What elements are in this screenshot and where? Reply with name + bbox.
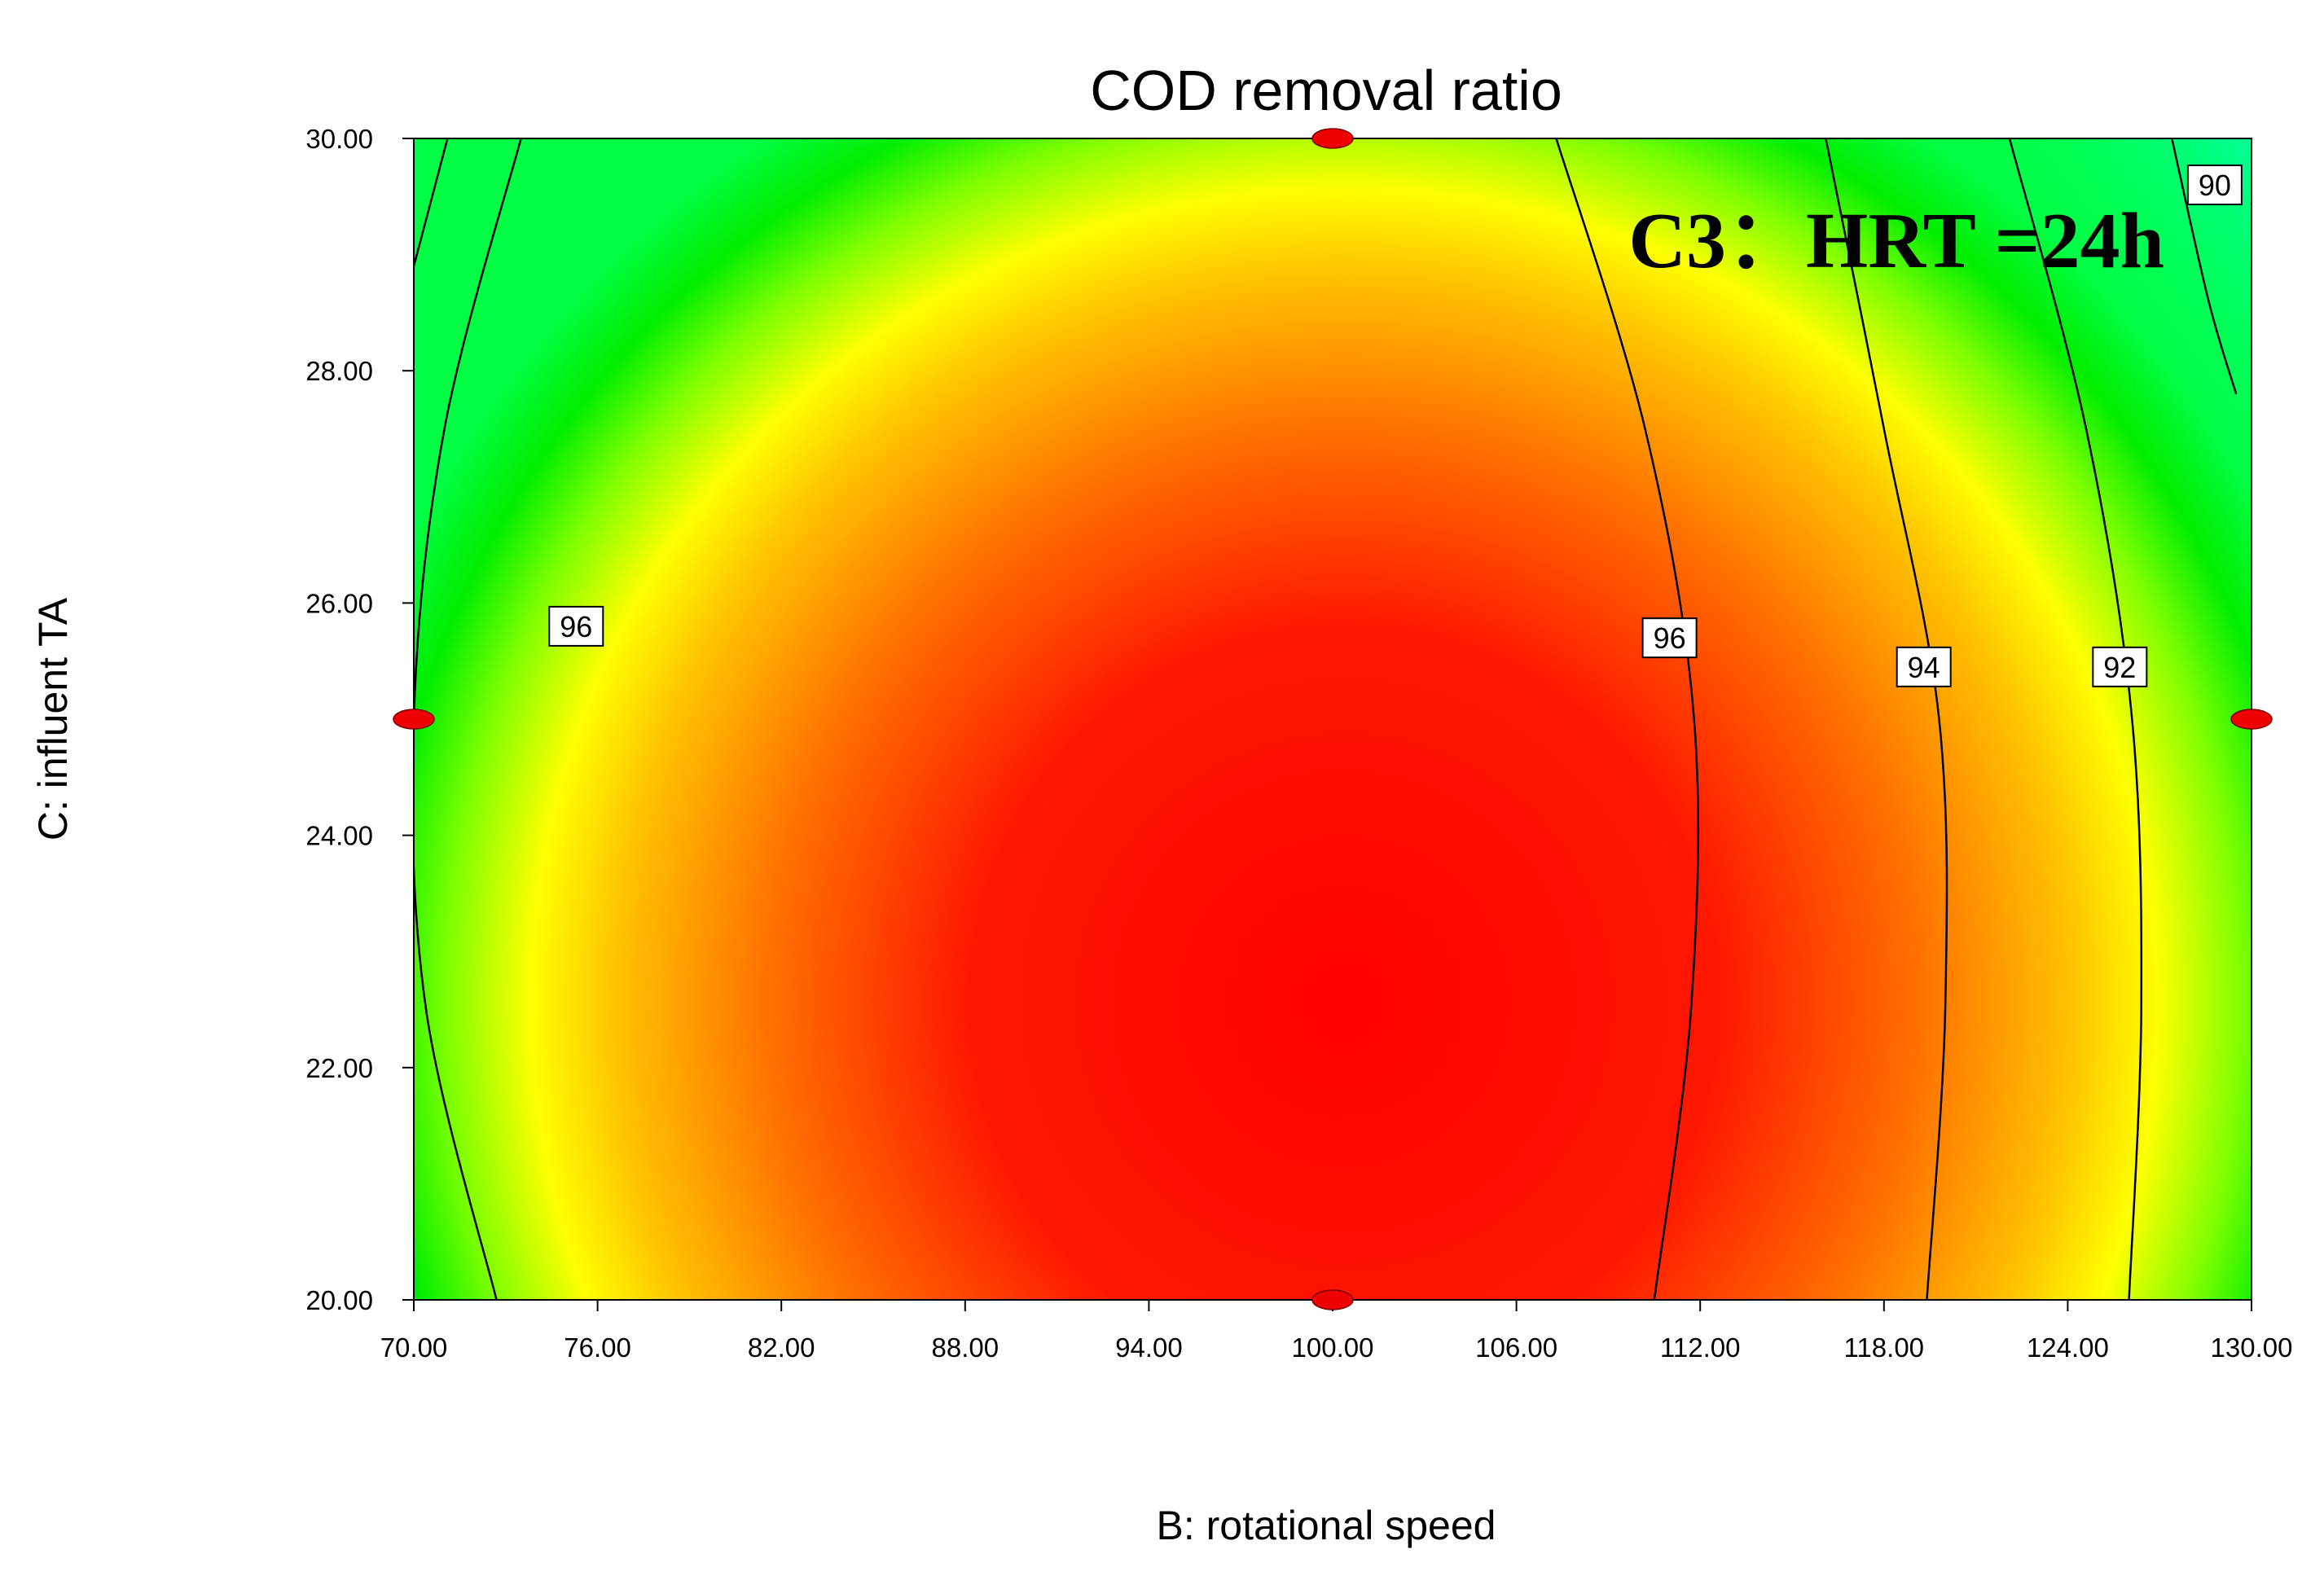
y-tick-label: 22.00	[305, 1053, 373, 1083]
x-tick-label: 118.00	[1844, 1332, 1924, 1363]
contour-label-box	[1641, 617, 1698, 659]
x-tick-label: 112.00	[1660, 1332, 1740, 1363]
contour-label-box	[2092, 646, 2148, 687]
contour-label-90: 90	[2199, 169, 2231, 202]
design-point	[2230, 709, 2273, 730]
x-tick-label: 94.00	[1115, 1332, 1183, 1363]
y-tick-label: 30.00	[305, 124, 373, 154]
condition-annotation: C3：HRT =24h	[1628, 197, 2164, 285]
contour-line-96-0	[414, 138, 522, 1300]
x-tick-label: 82.00	[748, 1332, 815, 1363]
contour-label-96: 96	[560, 610, 592, 643]
y-tick-label: 26.00	[305, 588, 373, 618]
contour-line-94-5	[414, 138, 449, 267]
contour-label-94: 94	[1908, 651, 1940, 684]
y-tick-label: 28.00	[305, 356, 373, 386]
x-tick-label: 70.00	[380, 1332, 448, 1363]
contour-label-box	[2186, 165, 2243, 206]
contour-labels: 96 96 94 92 90	[548, 165, 2243, 687]
contour-line-96-1	[1555, 138, 1700, 1300]
y-tick-label: 24.00	[305, 821, 373, 851]
response-surface-fill	[414, 138, 2252, 1300]
contour-line-90-4	[2171, 138, 2238, 395]
contour-line-92-3	[2008, 138, 2143, 1300]
axes: 70.00 76.00 82.00 88.00 94.00 100.00 106.00 112…	[305, 124, 2292, 1363]
contour-lines	[414, 138, 2238, 1300]
contour-label-box	[1896, 646, 1952, 687]
x-tick-label: 130.00	[2211, 1332, 2293, 1363]
contour-label-96: 96	[1654, 621, 1686, 655]
contour-label-box	[548, 605, 604, 647]
y-axis-title: C: influent TA	[30, 597, 76, 841]
y-tick-label: 20.00	[305, 1285, 373, 1315]
plot-area	[414, 138, 2252, 1300]
x-tick-label: 124.00	[2027, 1332, 2109, 1363]
design-point	[1311, 128, 1354, 149]
x-tick-label: 100.00	[1292, 1332, 1374, 1363]
design-point	[393, 709, 435, 730]
response-surface-corner	[1975, 138, 2252, 604]
x-tick-label: 76.00	[564, 1332, 631, 1363]
design-points	[393, 128, 2273, 1310]
x-tick-label: 88.00	[932, 1332, 999, 1363]
x-axis-title: B: rotational speed	[1157, 1503, 1496, 1548]
contour-line-94-2	[1825, 138, 1948, 1300]
contour-label-92: 92	[2103, 651, 2136, 684]
x-tick-label: 106.00	[1475, 1332, 1557, 1363]
chart-title: COD removal ratio	[1090, 59, 1562, 122]
design-point	[1311, 1289, 1354, 1310]
